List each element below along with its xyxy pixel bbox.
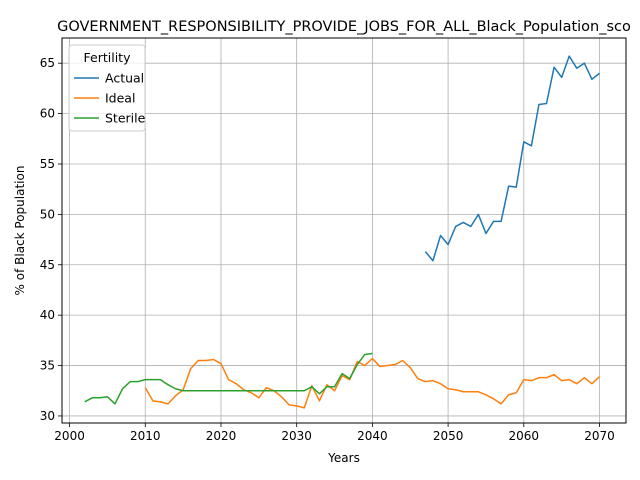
legend-box xyxy=(68,44,146,132)
y-tick-label: 35 xyxy=(40,359,55,373)
y-tick-label: 55 xyxy=(40,157,55,171)
legend-title: Fertility xyxy=(84,50,132,65)
legend-label-sterile: Sterile xyxy=(105,111,146,126)
x-tick-label: 2010 xyxy=(130,429,161,443)
x-axis-label: Years xyxy=(327,451,360,465)
legend: Fertility Actual Ideal Sterile xyxy=(68,44,146,132)
x-tick-label: 2040 xyxy=(357,429,388,443)
y-axis-label: % of Black Population xyxy=(13,166,27,296)
x-tick-label: 2020 xyxy=(206,429,237,443)
y-tick-label: 60 xyxy=(40,107,55,121)
y-tick-label: 65 xyxy=(40,56,55,70)
plot-frame xyxy=(61,37,627,424)
y-tick-label: 30 xyxy=(40,409,55,423)
legend-label-actual: Actual xyxy=(105,71,144,86)
legend-label-ideal: Ideal xyxy=(105,91,135,106)
series-lines xyxy=(84,55,601,409)
x-tick-label: 2070 xyxy=(584,429,615,443)
x-tick-label: 2050 xyxy=(433,429,464,443)
y-tick-label: 40 xyxy=(40,308,55,322)
y-tick-label: 50 xyxy=(40,207,55,221)
chart-title: GOVERNMENT_RESPONSIBILITY_PROVIDE_JOBS_F… xyxy=(57,19,631,35)
series-line-ideal xyxy=(144,357,601,409)
x-tick-label: 2030 xyxy=(281,429,312,443)
series-line-sterile xyxy=(84,352,373,405)
y-tick-label: 45 xyxy=(40,258,55,272)
series-line-actual xyxy=(424,55,600,262)
x-tick-label: 2000 xyxy=(54,429,85,443)
legend-entries: Actual Ideal Sterile xyxy=(74,71,146,126)
x-tick-label: 2060 xyxy=(509,429,540,443)
axis-ticks: 2000 2010 2020 2030 2040 2050 2060 2070 30 35 40 45… xyxy=(40,56,615,443)
grid xyxy=(62,38,626,423)
